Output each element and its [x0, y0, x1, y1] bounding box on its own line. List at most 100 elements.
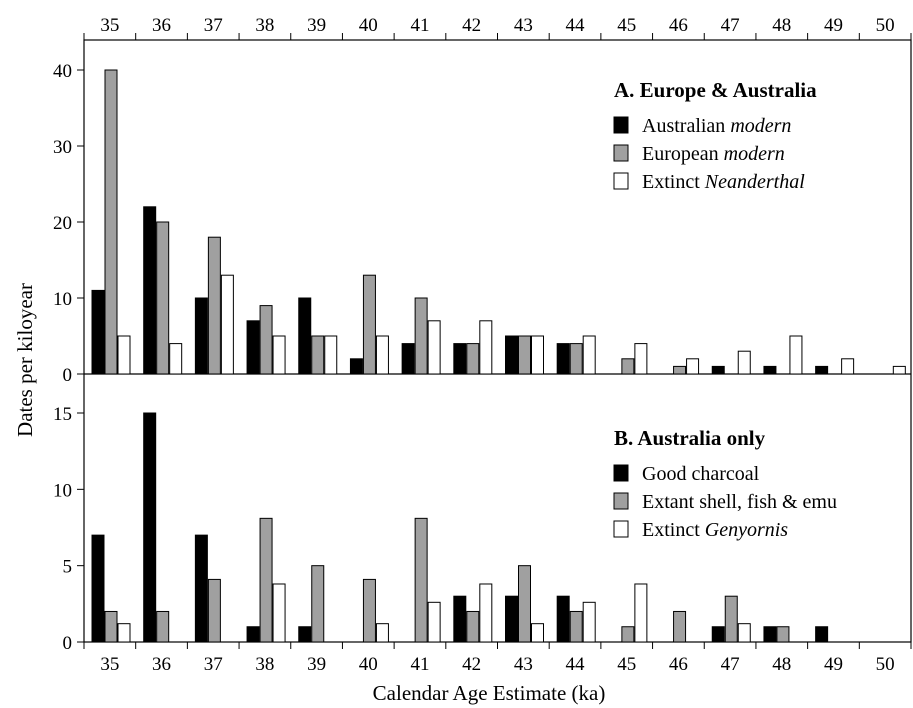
- x-tick-label-top: 44: [566, 15, 586, 36]
- a-bar-37-s0: [194, 297, 208, 375]
- a-bar-40-s0: [349, 358, 363, 375]
- b-bar-35-s0: [91, 534, 105, 643]
- a-bar-42-s2: [479, 320, 493, 375]
- a-bar-39-s0: [298, 297, 312, 375]
- x-tick-label-bottom: 47: [721, 654, 740, 675]
- a-bar-44-s1: [569, 343, 583, 375]
- x-tick-label-top: 41: [410, 15, 429, 36]
- legend-swatch-charcoal: [613, 464, 629, 482]
- b-bar-42-s1: [466, 610, 480, 643]
- a-bar-48-s2: [789, 335, 803, 375]
- y-axis-title: Dates per kiloyear: [13, 283, 37, 437]
- a-bar-41-s1: [414, 297, 428, 375]
- a-bar-35-s1: [104, 69, 118, 375]
- x-tick-label-top: 47: [721, 15, 740, 36]
- a-bar-36-s1: [156, 221, 170, 375]
- b-bar-45-s1: [621, 626, 635, 643]
- panel-a-title: A. Europe & Australia: [614, 78, 817, 102]
- x-tick-label-top: 49: [824, 15, 843, 36]
- b-bar-48-s0: [763, 626, 777, 643]
- y-tick-label: 30: [53, 137, 72, 158]
- a-bar-38-s1: [259, 305, 273, 375]
- a-bar-44-s2: [582, 335, 596, 375]
- x-tick-label-bottom: 46: [669, 654, 688, 675]
- b-bar-44-s1: [569, 610, 583, 643]
- panel-b-legend: Good charcoal Extant shell, fish & emu E…: [613, 463, 837, 541]
- b-bar-37-s1: [207, 578, 221, 643]
- a-bar-38-s2: [272, 335, 286, 375]
- a-bar-39-s2: [324, 335, 338, 375]
- b-bar-38-s0: [246, 626, 260, 643]
- b-bar-42-s0: [453, 595, 467, 643]
- b-bar-40-s2: [375, 623, 389, 643]
- x-tick-label-bottom: 39: [307, 654, 326, 675]
- b-bar-36-s0: [143, 412, 157, 643]
- a-bar-43-s0: [505, 335, 518, 375]
- a-bar-48-s0: [763, 365, 777, 375]
- y-tick-label: 10: [53, 480, 72, 501]
- b-bar-42-s2: [479, 583, 493, 643]
- b-bar-47-s1: [724, 595, 738, 643]
- b-bar-47-s0: [711, 626, 725, 643]
- a-bar-49-s2: [841, 358, 855, 375]
- b-bar-43-s2: [531, 623, 544, 643]
- panel-b-title: B. Australia only: [614, 426, 766, 450]
- x-tick-label-bottom: 35: [100, 654, 119, 675]
- b-bar-49-s0: [815, 626, 829, 643]
- a-bar-36-s0: [143, 206, 157, 375]
- x-tick-label-top: 50: [876, 15, 895, 36]
- legend-label-charcoal: Good charcoal: [642, 463, 760, 485]
- b-bar-35-s1: [104, 610, 118, 643]
- b-bar-44-s2: [582, 601, 596, 643]
- b-bar-37-s0: [194, 534, 208, 643]
- legend-label-neanderthal: Extinct Neanderthal: [642, 171, 805, 193]
- x-tick-label-top: 46: [669, 15, 688, 36]
- a-bar-47-s2: [737, 350, 751, 375]
- x-tick-label-top: 36: [152, 15, 171, 36]
- x-tick-label-bottom: 40: [359, 654, 378, 675]
- a-bar-40-s2: [375, 335, 389, 375]
- a-bar-43-s2: [531, 335, 544, 375]
- a-bar-36-s2: [169, 343, 183, 375]
- legend-label-european: European modern: [642, 143, 785, 165]
- b-bar-47-s2: [737, 623, 751, 643]
- x-tick-label-bottom: 38: [255, 654, 274, 675]
- x-tick-label-top: 39: [307, 15, 326, 36]
- b-bar-43-s1: [518, 565, 531, 643]
- a-bar-38-s0: [246, 320, 260, 375]
- a-bar-35-s2: [117, 335, 131, 375]
- a-bar-45-s2: [634, 343, 648, 375]
- x-tick-label-bottom: 37: [204, 654, 223, 675]
- b-bar-48-s1: [776, 626, 790, 643]
- a-bar-41-s0: [401, 343, 415, 375]
- panel-a-legend: Australian modern European modern Extinc…: [613, 115, 805, 193]
- a-bar-50-s2: [892, 365, 906, 375]
- legend-swatch-shell: [613, 492, 629, 510]
- x-tick-label-bottom: 49: [824, 654, 843, 675]
- x-tick-label-bottom: 36: [152, 654, 171, 675]
- tick-labels: 35 35 36 36 37 37 38 38 39 39 40 40 41 41 42 42 43 43 44 44…: [53, 15, 895, 675]
- x-tick-label-top: 48: [772, 15, 791, 36]
- x-axis-title: Calendar Age Estimate (ka): [373, 681, 606, 705]
- a-bar-37-s1: [207, 236, 221, 375]
- y-tick-label: 5: [63, 557, 73, 578]
- b-bar-36-s1: [156, 610, 170, 643]
- a-bar-47-s0: [711, 365, 725, 375]
- a-bar-46-s1: [673, 365, 687, 375]
- y-tick-label: 10: [53, 289, 72, 310]
- a-bar-39-s1: [311, 335, 325, 375]
- x-tick-label-top: 45: [617, 15, 636, 36]
- a-bar-49-s0: [815, 365, 829, 375]
- x-tick-label-top: 43: [514, 15, 533, 36]
- a-bar-46-s2: [686, 358, 700, 375]
- a-bar-44-s0: [556, 343, 570, 375]
- legend-swatch-genyornis: [613, 520, 629, 538]
- b-bar-38-s2: [272, 583, 286, 643]
- a-bar-37-s2: [220, 274, 234, 375]
- a-bar-41-s2: [427, 320, 441, 375]
- tick-marks: [77, 33, 912, 649]
- x-tick-label-bottom: 44: [566, 654, 586, 675]
- a-bar-42-s1: [466, 343, 480, 375]
- b-bar-40-s1: [362, 578, 376, 643]
